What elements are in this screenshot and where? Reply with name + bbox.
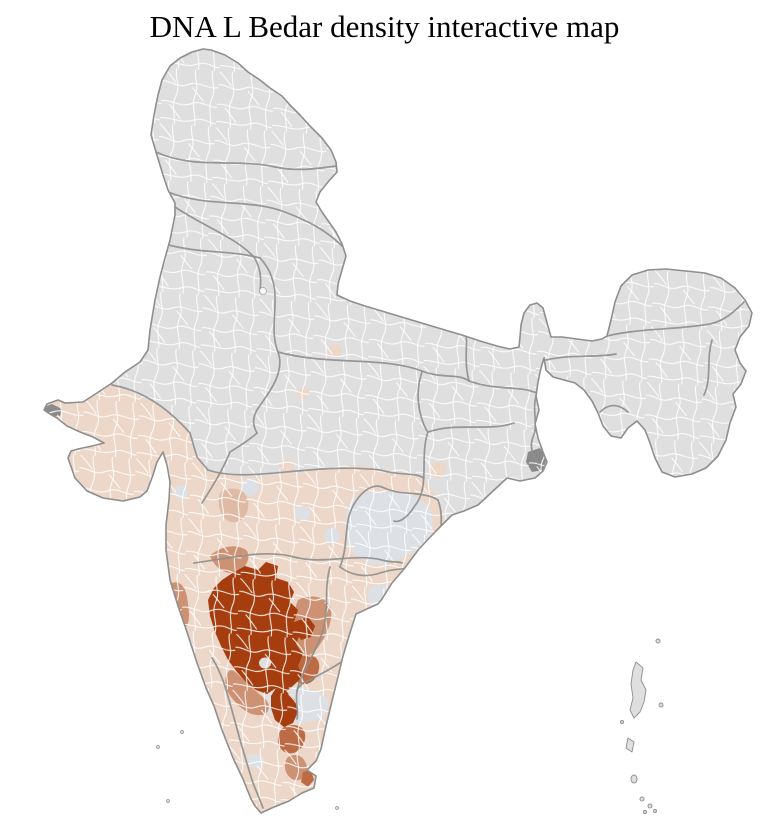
country-outline — [43, 48, 753, 814]
delhi-district[interactable] — [259, 287, 267, 295]
state-boundaries — [111, 151, 745, 809]
page-title: DNA L Bedar density interactive map — [149, 9, 620, 44]
andaman-nicobar-islands[interactable] — [620, 638, 664, 814]
lakshadweep-islands[interactable] — [156, 730, 339, 810]
